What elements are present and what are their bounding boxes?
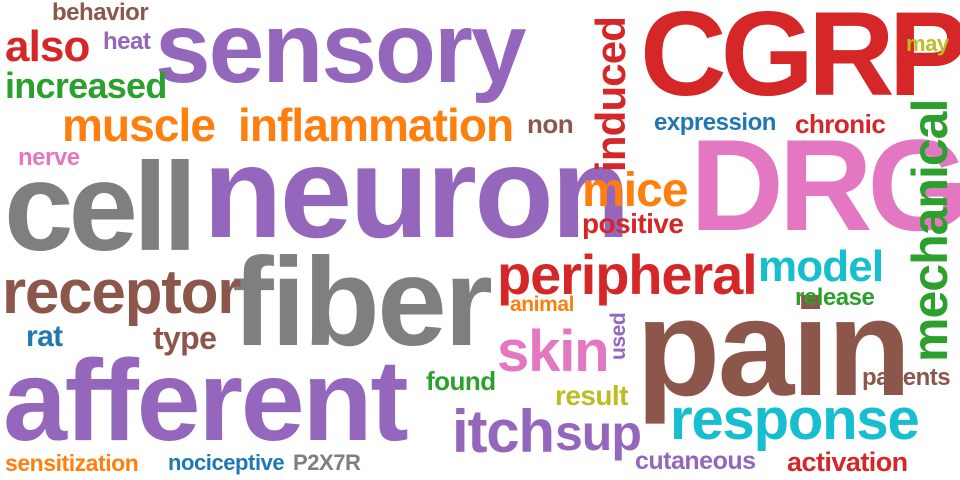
word-neuron: neuron [203,119,631,265]
word-nerve: nerve [18,144,80,171]
word-chronic: chronic [795,109,886,139]
word-receptor: receptor [2,258,241,327]
word-nociceptive: nociceptive [168,450,285,475]
word-fiber: fiber [232,233,493,372]
word-rat: rat [26,320,63,353]
word-sensitization: sensitization [5,450,139,476]
word-positive: positive [582,208,684,239]
word-mice: mice [582,164,689,217]
word-mechanical: mechanical [902,99,958,362]
word-skin: skin [497,319,610,384]
word-animal: animal [510,293,575,316]
word-drg: DRG [690,112,960,258]
word-used: used [607,312,630,360]
word-induced: induced [587,16,634,172]
word-afferent: afferent [3,337,409,465]
word-release: release [795,284,875,311]
word-p2x7r: P2X7R [293,450,361,475]
word-type: type [153,320,217,356]
word-cell: cell [4,138,197,277]
word-muscle: muscle [62,99,216,151]
word-activation: activation [787,447,908,477]
word-peripheral: peripheral [497,243,758,306]
word-inflammation: inflammation [238,99,514,151]
word-may: may [906,31,949,56]
word-response: response [670,387,920,452]
word-cgrp: CGRP [640,0,960,121]
word-increased: increased [5,65,167,106]
word-sensory: sensory [155,0,527,104]
word-behavior: behavior [52,0,149,26]
word-sup: sup [555,405,642,461]
word-pain: pain [636,271,911,425]
word-result: result [555,380,628,411]
word-also: also [5,22,90,71]
word-patients: patients [862,364,951,391]
word-cutaneous: cutaneous [635,447,756,475]
word-expression: expression [654,109,776,136]
word-found: found [426,366,496,396]
word-non: non [527,109,574,139]
word-heat: heat [103,28,151,55]
word-itch: itch [452,398,555,465]
word-model: model [758,242,884,291]
